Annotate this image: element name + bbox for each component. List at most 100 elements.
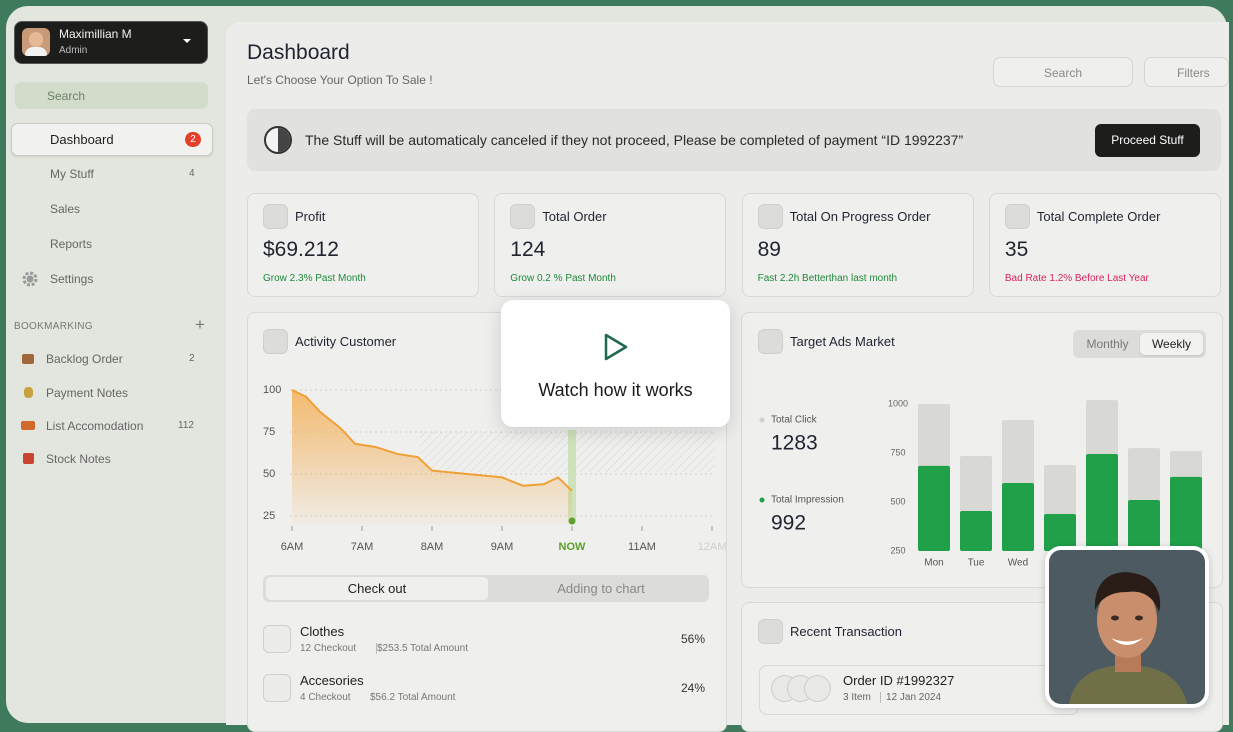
bookmark-label[interactable]: Stock Notes	[46, 452, 111, 466]
item-name: Accesories	[300, 673, 364, 688]
bookmark-label[interactable]: Backlog Order	[46, 352, 123, 366]
x-tick-label: 6AM	[281, 541, 304, 553]
add-bookmark[interactable]: +	[195, 315, 205, 334]
item-checkout: 12 Checkout	[300, 643, 357, 654]
webcam-photo	[1049, 550, 1205, 704]
y-tick-label: 50	[263, 468, 275, 480]
bar	[1044, 513, 1076, 551]
notice-text: The Stuff will be automaticaly canceled …	[305, 132, 964, 148]
user-role: Admin	[59, 45, 88, 56]
nav-active[interactable]	[11, 123, 213, 156]
bookmark-label[interactable]: List Accomodation	[46, 419, 144, 433]
tab[interactable]: Adding to chart	[557, 581, 645, 596]
item-share: 24%	[681, 681, 706, 695]
proceed-button[interactable]: Proceed Stuff	[1095, 124, 1200, 157]
total-value: 992	[771, 512, 806, 535]
nav-label[interactable]: Settings	[50, 272, 94, 286]
notice-bar	[247, 109, 1221, 171]
notice-icon	[264, 126, 292, 154]
line	[291, 389, 573, 492]
stat-icon	[263, 204, 288, 229]
webcam-frame	[1045, 546, 1209, 708]
video-card[interactable]: Watch how it works	[501, 300, 730, 427]
play-icon[interactable]	[602, 332, 630, 362]
x-tick-label: 11AM	[628, 541, 656, 553]
bar	[1128, 500, 1160, 551]
stat-value: 35	[1004, 238, 1029, 261]
bar	[1086, 453, 1118, 551]
bookmark-count: 2	[189, 353, 195, 364]
sidebar-search[interactable]	[15, 82, 208, 109]
stat-note: Fast 2.2h Betterthan last month	[757, 273, 898, 284]
y-tick-label: 75	[263, 426, 275, 438]
stat-label: Total On Progress Order	[789, 209, 931, 224]
order-id: Order ID #1992327	[843, 673, 955, 688]
card-icon	[758, 329, 783, 354]
bookmark-label[interactable]: Payment Notes	[46, 386, 129, 400]
hatch-band	[420, 432, 715, 472]
toggle-option[interactable]: Monthly	[1086, 337, 1129, 351]
card-icon	[263, 329, 288, 354]
item-checkout: 4 Checkout	[300, 692, 351, 703]
item-amount: $253.5 Total Amount	[376, 643, 468, 654]
order-date: 12 Jan 2024	[880, 692, 941, 703]
sidebar-search-text: Search	[47, 89, 86, 103]
video-label: Watch how it works	[538, 380, 693, 400]
nav-label[interactable]: Sales	[50, 202, 81, 216]
product-thumb	[804, 675, 831, 702]
total-value: 1283	[771, 432, 818, 455]
nav-label[interactable]: Reports	[50, 237, 93, 251]
stat-label: Total Order	[542, 209, 607, 224]
item-name: Clothes	[300, 624, 345, 639]
y-tick-label: 100	[263, 384, 281, 396]
stat-icon	[510, 204, 536, 229]
legend-label: Total Click	[771, 415, 818, 426]
bar	[918, 465, 950, 551]
item-icon	[263, 625, 291, 653]
now-highlight	[568, 430, 576, 520]
nav-label[interactable]: My Stuff	[50, 167, 94, 181]
search-box[interactable]: Search	[993, 57, 1133, 87]
avatar-face	[29, 32, 43, 47]
nav-label[interactable]: Dashboard	[50, 132, 114, 147]
bookmark-icon	[21, 421, 35, 430]
page-subtitle: Let's Choose Your Option To Sale !	[247, 73, 433, 87]
stat-value: $69.212	[263, 238, 339, 261]
x-tick-label: Wed	[1008, 558, 1028, 569]
card-title: Activity Customer	[295, 334, 397, 349]
order-items: 3 Item	[843, 692, 871, 703]
toggle-option[interactable]: Weekly	[1140, 333, 1203, 355]
item-share: 56%	[681, 632, 706, 646]
dropdown-icon	[183, 39, 191, 43]
card-icon	[758, 619, 783, 644]
nav-count: 4	[189, 168, 195, 179]
stat-note: Grow 2.3% Past Month	[263, 273, 366, 284]
bookmark-icon	[23, 453, 34, 464]
y-tick-label: 25	[263, 510, 275, 522]
settings-icon	[22, 271, 38, 287]
bar	[1170, 476, 1202, 551]
bar	[960, 511, 992, 551]
stat-label: Profit	[295, 209, 326, 224]
bar	[1002, 482, 1034, 551]
stat-value: 89	[757, 238, 781, 261]
stat-icon	[757, 204, 783, 229]
section-title: BOOKMARKING	[14, 321, 93, 332]
x-tick-label: 9AM	[491, 541, 514, 553]
x-tick-label: Tue	[968, 558, 985, 569]
y-tick-label: 250	[890, 545, 905, 555]
card-title: Target Ads Market	[790, 334, 895, 349]
line-area	[292, 390, 572, 525]
filters-button[interactable]: Filters	[1144, 57, 1229, 87]
stat-label: Total Complete Order	[1036, 209, 1161, 224]
x-tick-label: Mon	[924, 558, 943, 569]
tab-active[interactable]: Check out	[266, 577, 488, 600]
stat-note: Grow 0.2 % Past Month	[510, 273, 616, 284]
x-tick-label: NOW	[559, 541, 587, 553]
bookmark-count: 112	[178, 420, 194, 431]
item-icon	[263, 674, 291, 702]
legend-dot	[759, 417, 765, 423]
bookmark-icon	[24, 387, 33, 398]
